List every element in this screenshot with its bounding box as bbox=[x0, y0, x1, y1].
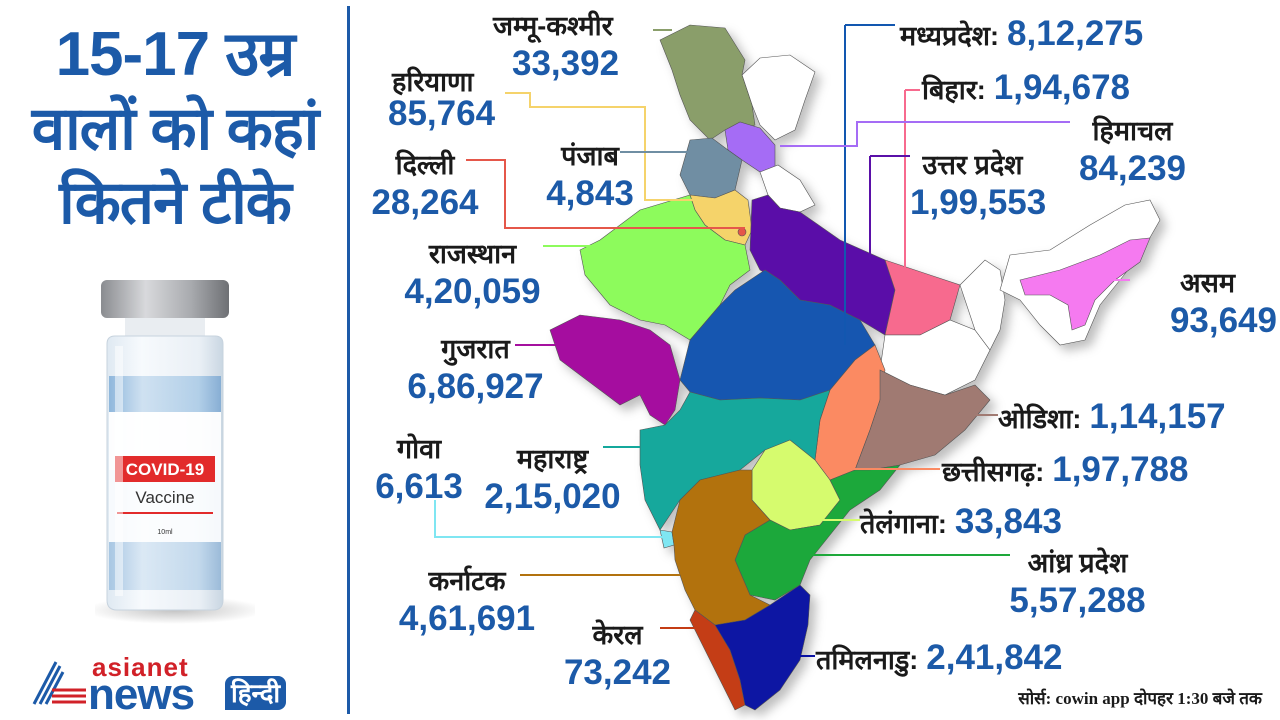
label-punjab: पंजाब 4,843 bbox=[546, 141, 634, 213]
asianet-a-logo-icon bbox=[32, 661, 86, 705]
label-telangana: तेलंगाना: 33,843 bbox=[860, 502, 1062, 541]
headline-line-1: 15-17 उम्र bbox=[55, 20, 296, 89]
label-rajasthan: राजस्थान 4,20,059 bbox=[404, 239, 541, 311]
logo-news-text: news bbox=[88, 670, 195, 719]
label-uttar-pradesh: उत्तर प्रदेश 1,99,553 bbox=[910, 150, 1047, 222]
map-rajasthan bbox=[579, 194, 751, 341]
india-map-panel: जम्मू-कश्मीर 33,392 हरियाणा 85,764 पंजाब… bbox=[350, 0, 1280, 720]
vial-volume: 10ml bbox=[157, 529, 173, 536]
headline-line-3: कितने टीके bbox=[59, 169, 292, 236]
label-haryana: हरियाणा bbox=[392, 67, 474, 97]
map-tamil-nadu bbox=[714, 584, 811, 711]
label-gujarat: गुजरात 6,86,927 bbox=[407, 334, 544, 406]
map-delhi bbox=[737, 227, 747, 237]
vaccine-vial-icon: COVID-19 Vaccine 10ml bbox=[85, 280, 265, 624]
map-assam bbox=[1019, 237, 1151, 331]
india-state-map bbox=[434, 24, 1161, 711]
left-panel: 15-17 उम्र वालों को कहां कितने टीके bbox=[0, 0, 350, 720]
label-jammu-kashmir: जम्मू-कश्मीर bbox=[493, 11, 613, 41]
vaccine-vial-illustration: COVID-19 Vaccine 10ml bbox=[85, 280, 265, 630]
map-karnataka bbox=[671, 469, 771, 626]
map-andhra-pradesh bbox=[734, 464, 901, 601]
vial-label-vaccine: Vaccine bbox=[135, 488, 194, 507]
value-haryana: 85,764 bbox=[388, 94, 496, 133]
label-odisha: ओडिशा: 1,14,157 bbox=[998, 397, 1226, 436]
label-andhra-pradesh: आंध्र प्रदेश 5,57,288 bbox=[1009, 548, 1146, 620]
vial-label-covid: COVID-19 bbox=[126, 460, 204, 479]
logo-asianet-text: asianet bbox=[92, 652, 189, 682]
label-maharashtra: महाराष्ट्र 2,15,020 bbox=[484, 444, 621, 516]
source-note: सोर्स: cowin app दोपहर 1:30 बजे तक bbox=[1018, 689, 1262, 708]
label-bihar: बिहार: 1,94,678 bbox=[922, 68, 1131, 107]
headline-line-2: वालों को कहां bbox=[31, 95, 320, 162]
label-assam: असम 93,649 bbox=[1169, 268, 1277, 340]
vertical-divider bbox=[347, 6, 350, 714]
map-gujarat bbox=[549, 314, 681, 426]
label-himachal: हिमाचल 84,239 bbox=[1078, 116, 1187, 188]
label-kerala: केरल 73,242 bbox=[563, 620, 672, 692]
value-jammu-kashmir: 33,392 bbox=[512, 44, 620, 83]
label-delhi: दिल्ली 28,264 bbox=[371, 150, 479, 222]
label-tamil-nadu: तमिलनाडु: 2,41,842 bbox=[816, 638, 1063, 677]
headline: 15-17 उम्र वालों को कहां कितने टीके bbox=[10, 18, 340, 240]
logo-hindi-badge: हिन्दी bbox=[225, 676, 287, 710]
label-goa: गोवा 6,613 bbox=[375, 434, 463, 506]
asianet-news-hindi-logo: asianet news हिन्दी bbox=[30, 650, 320, 720]
map-odisha bbox=[854, 369, 991, 471]
label-karnataka: कर्नाटक 4,61,691 bbox=[398, 566, 536, 638]
label-madhya-pradesh: मध्यप्रदेश: 8,12,275 bbox=[900, 14, 1144, 53]
label-chhattisgarh: छत्तीसगढ़: 1,97,788 bbox=[942, 450, 1189, 489]
